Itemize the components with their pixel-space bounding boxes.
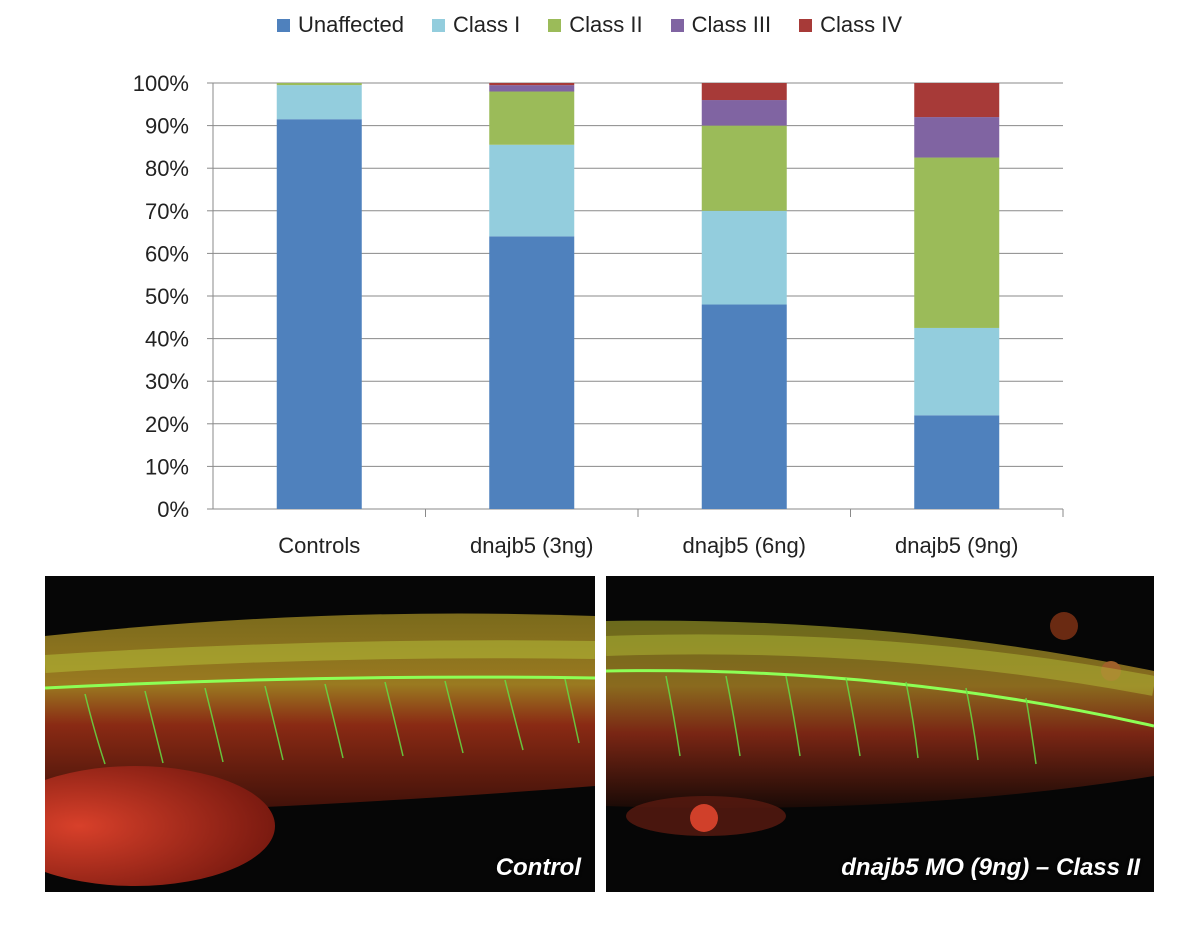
- morphant-panel-label: dnajb5 MO (9ng) – Class II: [841, 854, 1140, 881]
- bar-segment: [914, 157, 1000, 328]
- x-tick-label: dnajb5 (6ng): [682, 533, 806, 558]
- x-tick-label: Controls: [278, 533, 360, 558]
- y-tick-label: 30%: [145, 369, 189, 394]
- legend-label: Class III: [691, 12, 772, 37]
- y-tick-label: 50%: [145, 284, 189, 309]
- bar-segment: [914, 117, 1000, 158]
- x-tick-label: dnajb5 (3ng): [470, 533, 594, 558]
- x-tick-label: dnajb5 (9ng): [895, 533, 1019, 558]
- legend-item: Class II: [548, 12, 643, 38]
- bar-segment: [914, 83, 1000, 118]
- y-tick-label: 20%: [145, 412, 189, 437]
- bar-segment: [276, 119, 362, 510]
- bar-segment: [489, 144, 575, 237]
- bar-segment: [701, 100, 787, 126]
- bar-segment: [914, 327, 1000, 416]
- y-tick-label: 80%: [145, 156, 189, 181]
- bar-segment: [276, 83, 362, 86]
- legend-label: Unaffected: [297, 12, 404, 37]
- bar-segment: [701, 125, 787, 211]
- y-tick-label: 70%: [145, 199, 189, 224]
- legend-swatch: [670, 18, 684, 32]
- y-tick-label: 40%: [145, 327, 189, 352]
- y-tick-label: 10%: [145, 454, 189, 479]
- bar-segment: [701, 83, 787, 101]
- legend-swatch: [276, 18, 290, 32]
- legend-swatch: [432, 18, 445, 32]
- legend-item: Unaffected: [276, 12, 404, 38]
- legend-label: Class IV: [820, 12, 902, 37]
- legend-item: Class IV: [799, 12, 902, 38]
- legend-item: Class I: [432, 12, 520, 38]
- legend-swatch: [548, 18, 562, 32]
- bar-segment: [701, 210, 787, 305]
- morphant-fluorescence-image: dnajb5 MO (9ng) – Class II: [606, 576, 1154, 892]
- bar-segment: [701, 304, 787, 509]
- y-tick-label: 0%: [157, 497, 189, 522]
- control-panel-label: Control: [495, 854, 581, 881]
- y-tick-label: 60%: [145, 241, 189, 266]
- bar-segment: [914, 415, 1000, 509]
- stacked-bar-chart: 0% 10% 20% 30% 40% 50% 60% 70% 80% 90% 100% Control…: [133, 71, 1064, 558]
- bar-segment: [489, 85, 575, 92]
- y-tick-label: 90%: [145, 114, 189, 139]
- legend-label: Class II: [569, 12, 643, 37]
- y-tick-label: 100%: [133, 71, 189, 96]
- legend-item: Class III: [670, 12, 772, 38]
- bar-segment: [489, 91, 575, 145]
- legend-swatch: [799, 18, 813, 32]
- chart-legend: Unaffected Class I Class II Class III Class …: [0, 12, 1179, 38]
- bar-segment: [489, 83, 575, 86]
- bar-segment: [489, 236, 575, 510]
- bar-segment: [276, 85, 362, 120]
- legend-label: Class I: [453, 12, 521, 37]
- control-fluorescence-image: Control: [45, 576, 595, 892]
